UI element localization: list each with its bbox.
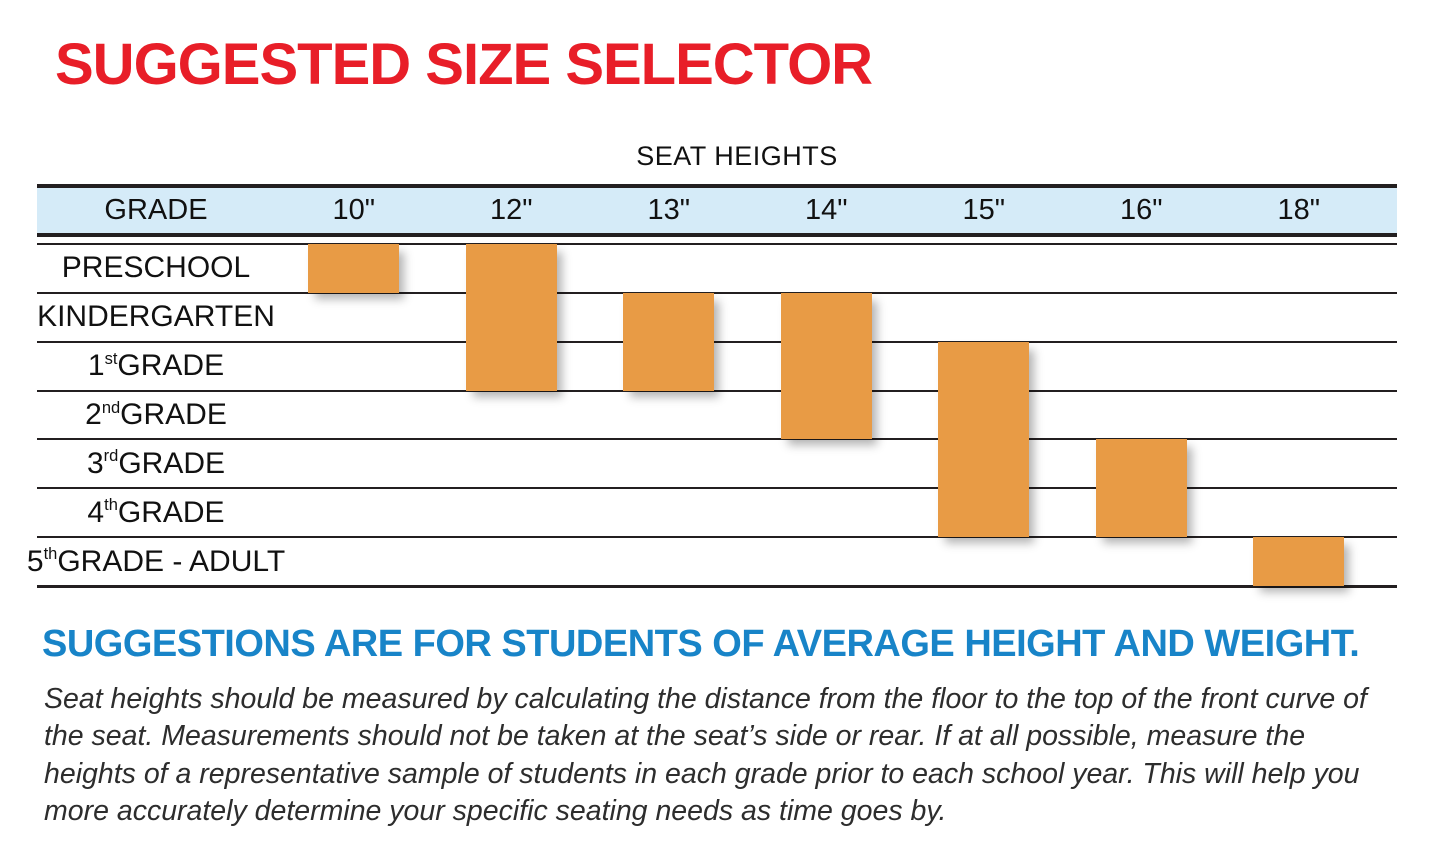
recommendation-bar	[1095, 439, 1187, 538]
seat-height-column-header: 15"	[962, 194, 1006, 226]
recommendation-bar	[1253, 537, 1345, 586]
seat-height-column-header: 16"	[1119, 194, 1163, 226]
row-divider	[37, 536, 1397, 539]
grade-column-header: GRADE	[104, 194, 208, 226]
recommendation-bar	[938, 341, 1030, 538]
row-divider	[37, 291, 1397, 294]
row-divider	[37, 487, 1397, 490]
recommendation-bar	[308, 244, 400, 293]
row-divider	[37, 340, 1397, 343]
seat-height-column-header: 10"	[332, 194, 376, 226]
seat-heights-caption: SEAT HEIGHTS	[636, 141, 838, 171]
recommendation-bar	[780, 292, 872, 440]
header-top-rule	[37, 184, 1397, 188]
recommendation-bar	[465, 244, 557, 391]
grade-row-label: PRESCHOOL	[61, 251, 251, 285]
seat-height-column-header: 12"	[489, 194, 533, 226]
row-divider	[37, 243, 1397, 245]
seat-height-column-header: 14"	[804, 194, 848, 226]
footer-heading: SUGGESTIONS ARE FOR STUDENTS OF AVERAGE …	[42, 623, 1360, 665]
footer-body-text: Seat heights should be measured by calcu…	[44, 683, 1367, 827]
grade-row-label: KINDERGARTEN	[37, 300, 275, 334]
row-divider	[37, 389, 1397, 392]
header-background	[37, 188, 1397, 233]
header-bottom-rule	[37, 233, 1397, 237]
page-title: SUGGESTED SIZE SELECTOR	[55, 32, 873, 97]
table-bottom-rule	[37, 585, 1397, 588]
seat-height-column-header: 13"	[647, 194, 691, 226]
row-divider	[37, 438, 1397, 441]
seat-height-column-header: 18"	[1277, 194, 1321, 226]
recommendation-bar	[623, 292, 715, 391]
